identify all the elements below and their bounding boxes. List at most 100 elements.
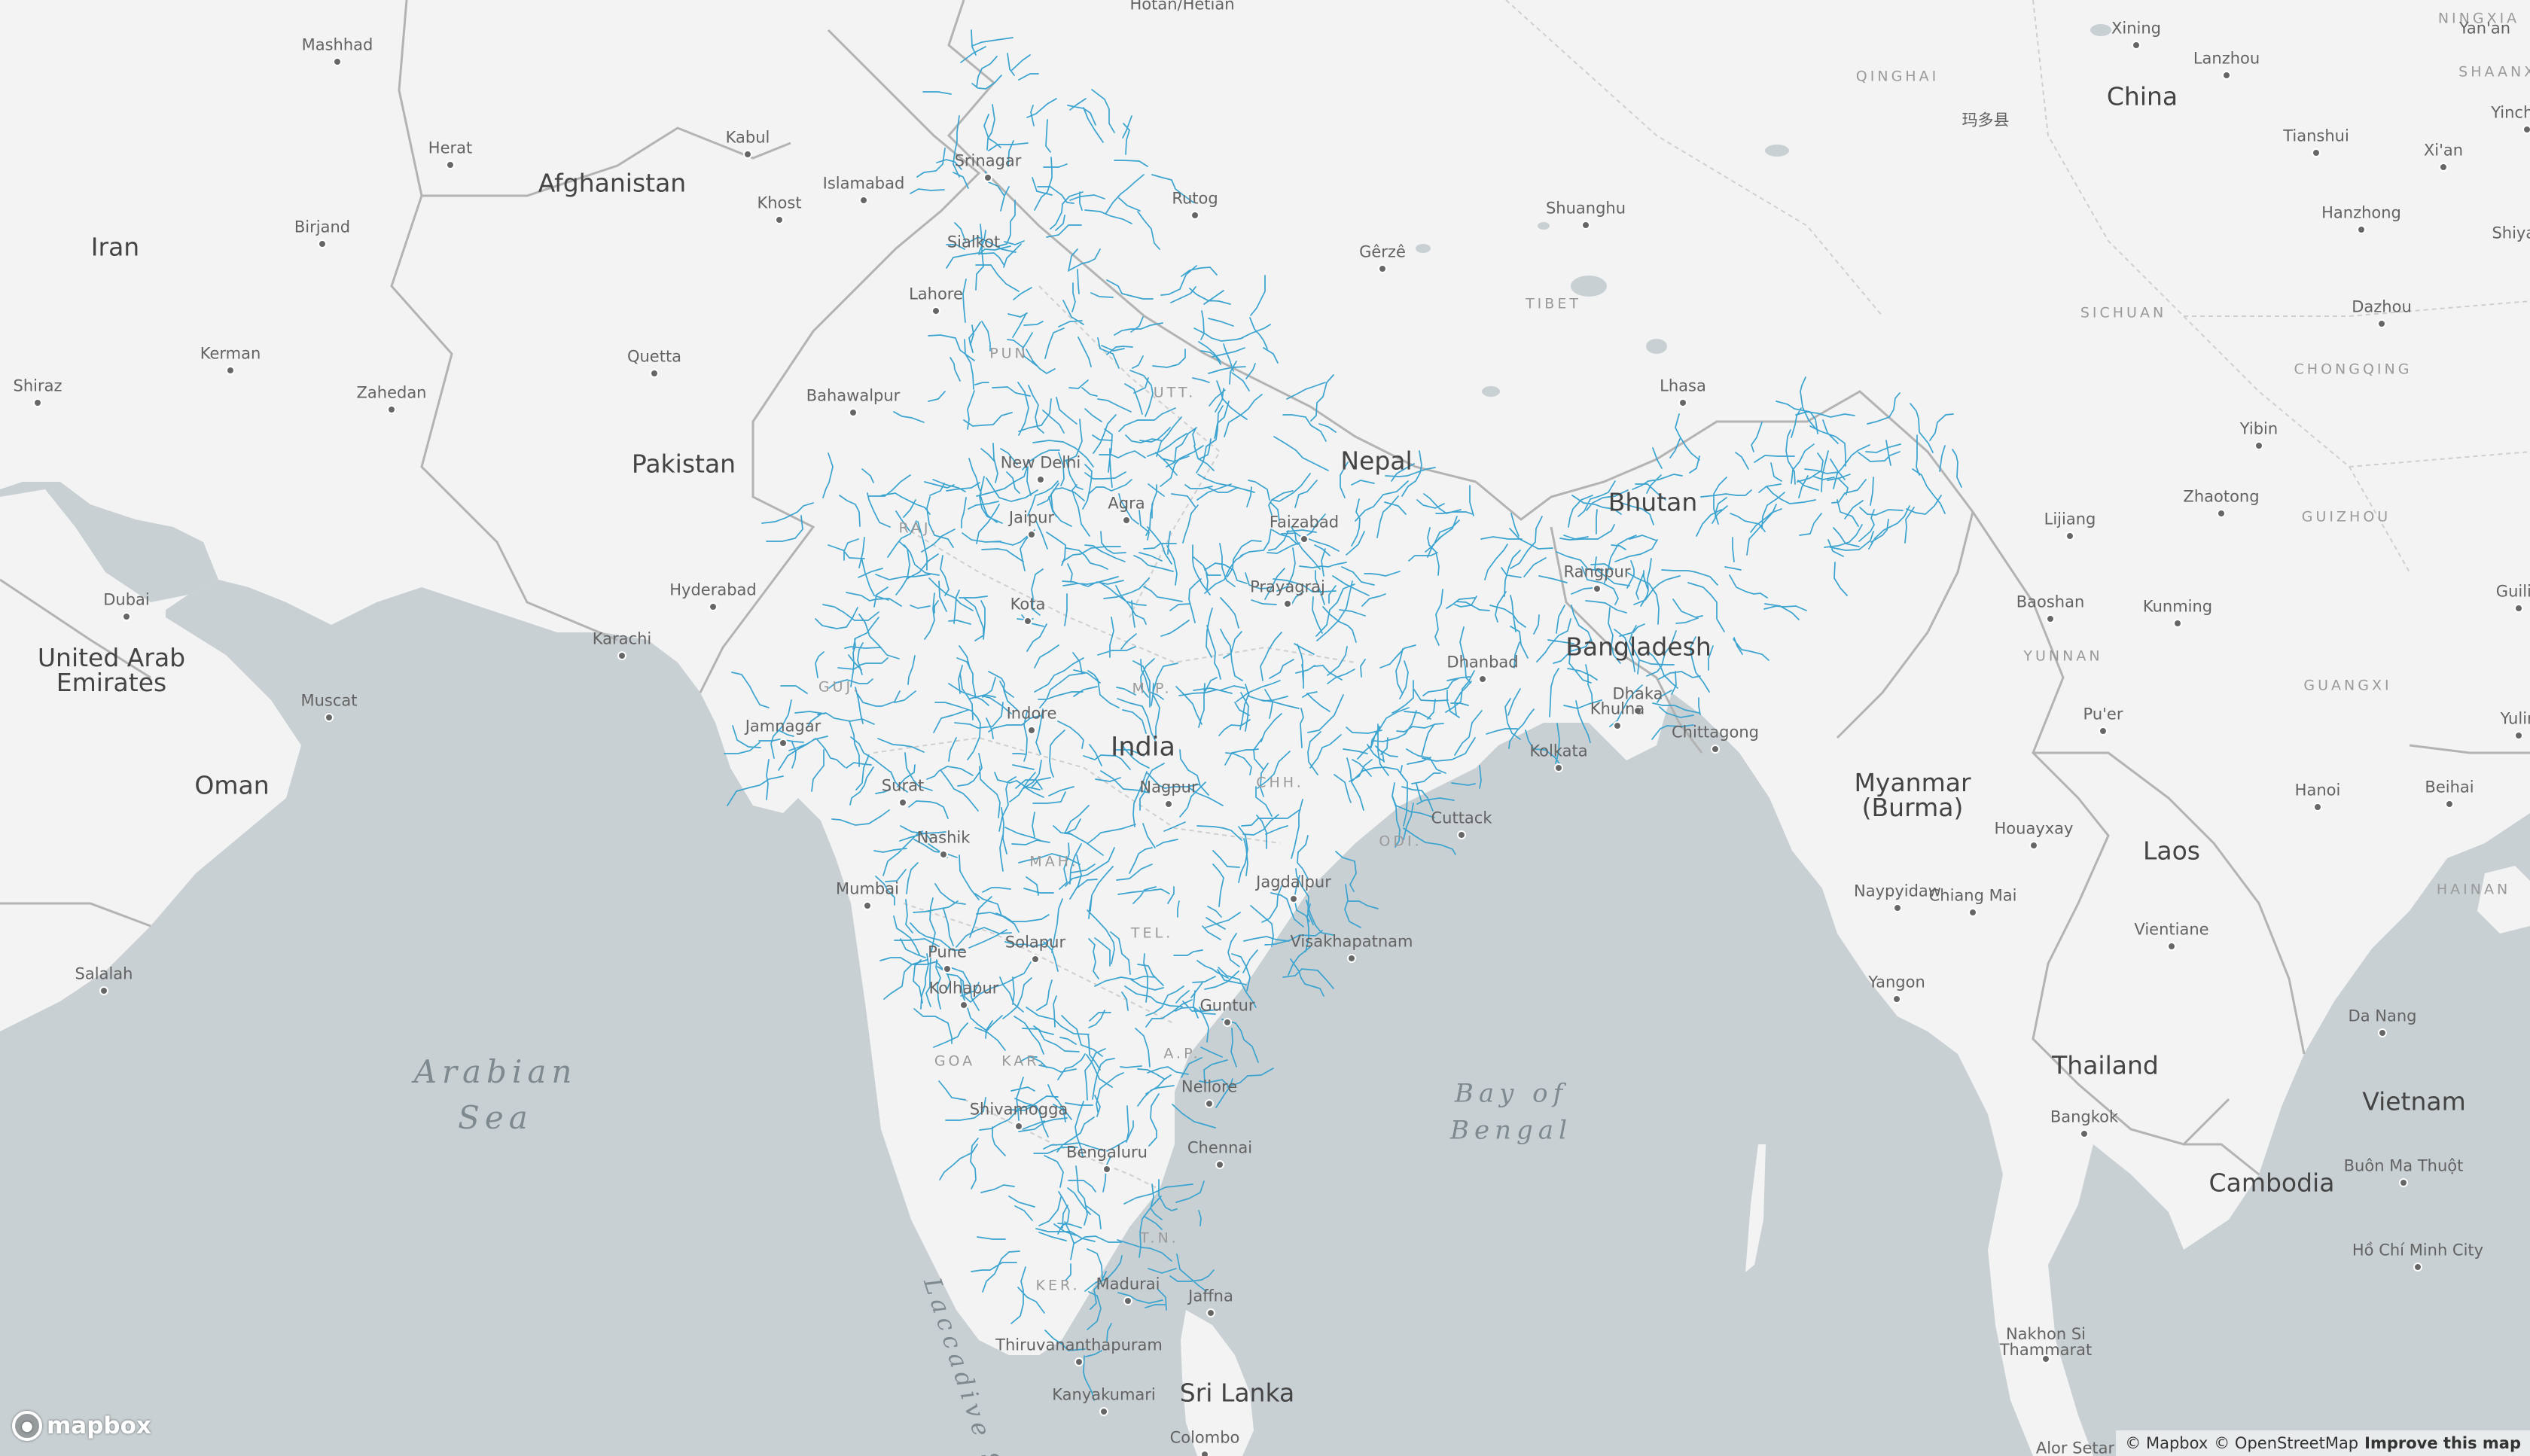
city-marker-tianshui bbox=[2312, 148, 2321, 157]
improve-map-link[interactable]: Improve this map bbox=[2364, 1434, 2521, 1452]
andaman-islands bbox=[1745, 1144, 1766, 1272]
city-marker-lanzhou bbox=[2222, 71, 2231, 80]
city-marker-srinagar bbox=[983, 173, 992, 182]
city-marker-jagdalpur bbox=[1289, 894, 1298, 903]
city-marker-quetta bbox=[650, 369, 659, 378]
city-marker-karachi bbox=[617, 651, 626, 660]
city-marker-chittagong bbox=[1711, 745, 1720, 754]
city-marker-shivamogga bbox=[1014, 1122, 1023, 1131]
sri-lanka-island bbox=[1181, 1310, 1254, 1456]
city-marker-solapur bbox=[1031, 955, 1040, 964]
city-marker-yibin bbox=[2254, 441, 2263, 450]
city-marker-pune bbox=[943, 964, 952, 973]
city-marker-hyderabad bbox=[709, 602, 718, 611]
city-marker-houayxay bbox=[2029, 841, 2038, 850]
city-marker-yinchuan bbox=[2522, 125, 2530, 134]
city-marker-bangkok bbox=[2080, 1129, 2089, 1138]
city-marker-muscat bbox=[325, 713, 334, 722]
hainan-island bbox=[2477, 866, 2530, 934]
osm-attribution-link[interactable]: © OpenStreetMap bbox=[2214, 1434, 2359, 1452]
city-marker-birjand bbox=[318, 239, 327, 248]
city-marker-lijiang bbox=[2065, 532, 2074, 541]
city-marker-nellore bbox=[1205, 1099, 1214, 1108]
city-marker-kerman bbox=[226, 366, 235, 375]
city-marker-shuanghu bbox=[1581, 221, 1590, 230]
city-marker-jaffna bbox=[1206, 1308, 1215, 1317]
city-marker-xi-an bbox=[2439, 163, 2448, 172]
city-marker-indore bbox=[1027, 726, 1036, 735]
city-marker-kanyakumari bbox=[1099, 1407, 1108, 1416]
city-marker-zhaotong bbox=[2217, 509, 2226, 518]
city-marker-pu-er bbox=[2099, 726, 2108, 736]
city-marker-yulin bbox=[2514, 731, 2523, 740]
city-marker-mashhad bbox=[333, 57, 342, 66]
city-marker-kunming bbox=[2173, 619, 2182, 628]
city-marker-naypyidaw bbox=[1893, 903, 1902, 912]
city-marker-yangon bbox=[1892, 995, 1901, 1004]
city-marker-bahawalpur bbox=[849, 408, 858, 417]
city-marker-agra bbox=[1122, 516, 1131, 525]
city-marker-lahore bbox=[931, 306, 940, 315]
city-marker-jaipur bbox=[1027, 530, 1036, 539]
city-marker-islamabad bbox=[859, 196, 868, 205]
city-marker-h-ch-minh-city bbox=[2413, 1263, 2422, 1272]
city-marker-dhanbad bbox=[1478, 675, 1487, 684]
city-marker-rutog bbox=[1190, 211, 1199, 220]
city-marker-g-rz bbox=[1378, 264, 1387, 273]
city-marker-herat bbox=[446, 160, 455, 169]
city-marker-xining bbox=[2132, 41, 2141, 50]
city-marker-khost bbox=[775, 215, 784, 224]
city-marker-baoshan bbox=[2046, 614, 2055, 623]
city-marker-guilin bbox=[2514, 604, 2523, 613]
city-marker-kolkata bbox=[1554, 763, 1563, 772]
city-marker-rangpur bbox=[1593, 584, 1602, 593]
city-marker-lhasa bbox=[1678, 398, 1687, 407]
city-marker-madurai bbox=[1123, 1296, 1132, 1305]
mapbox-attribution-link[interactable]: © Mapbox bbox=[2125, 1434, 2208, 1452]
city-marker-dazhou bbox=[2377, 319, 2386, 328]
city-marker-salalah bbox=[99, 986, 108, 995]
city-marker-guntur bbox=[1223, 1018, 1232, 1027]
city-marker-da-nang bbox=[2378, 1028, 2387, 1037]
city-marker-chennai bbox=[1215, 1160, 1224, 1169]
city-marker-prayagraj bbox=[1283, 599, 1292, 608]
city-marker-zahedan bbox=[387, 405, 396, 414]
city-marker-kota bbox=[1023, 617, 1032, 626]
city-marker-nagpur bbox=[1164, 800, 1173, 809]
city-marker-faizabad bbox=[1300, 535, 1309, 544]
lake-features bbox=[71, 24, 2111, 1197]
mapbox-logo-text: mapbox bbox=[47, 1412, 151, 1439]
city-marker-bengaluru bbox=[1102, 1165, 1111, 1174]
city-marker-hanzhong bbox=[2357, 225, 2366, 234]
city-marker-dubai bbox=[122, 612, 131, 621]
city-marker-hanoi bbox=[2313, 803, 2322, 812]
river-network bbox=[724, 29, 1962, 1401]
city-marker-surat bbox=[898, 798, 907, 807]
city-marker-jamnagar bbox=[779, 739, 788, 748]
city-marker-new-delhi bbox=[1036, 475, 1045, 484]
city-marker-mumbai bbox=[863, 901, 872, 910]
city-marker-thiruvananthapuram bbox=[1074, 1357, 1084, 1366]
city-marker-nakhon-si-thammarat bbox=[2041, 1354, 2050, 1363]
city-marker-dhaka bbox=[1633, 706, 1642, 715]
city-marker-shiraz bbox=[33, 398, 42, 407]
city-marker-beihai bbox=[2445, 800, 2454, 809]
city-marker-khulna bbox=[1613, 721, 1622, 730]
city-marker-visakhapatnam bbox=[1347, 954, 1356, 963]
country-borders bbox=[0, 0, 2530, 1176]
city-marker-vientiane bbox=[2167, 942, 2176, 951]
mapbox-logo[interactable]: ● mapbox bbox=[12, 1411, 151, 1441]
mapbox-mark-icon: ● bbox=[12, 1411, 42, 1441]
city-marker-nashik bbox=[939, 850, 948, 859]
city-marker-bu-n-ma-thu-t bbox=[2399, 1178, 2408, 1187]
attribution-bar: © Mapbox © OpenStreetMap Improve this ma… bbox=[2116, 1430, 2530, 1456]
gulf-water bbox=[0, 482, 218, 602]
city-marker-kolhapur bbox=[959, 1001, 968, 1010]
oman-peninsula bbox=[0, 617, 301, 1031]
city-marker-kabul bbox=[743, 150, 752, 159]
city-marker-chiang-mai bbox=[1968, 908, 1977, 917]
city-marker-colombo bbox=[1200, 1450, 1209, 1456]
